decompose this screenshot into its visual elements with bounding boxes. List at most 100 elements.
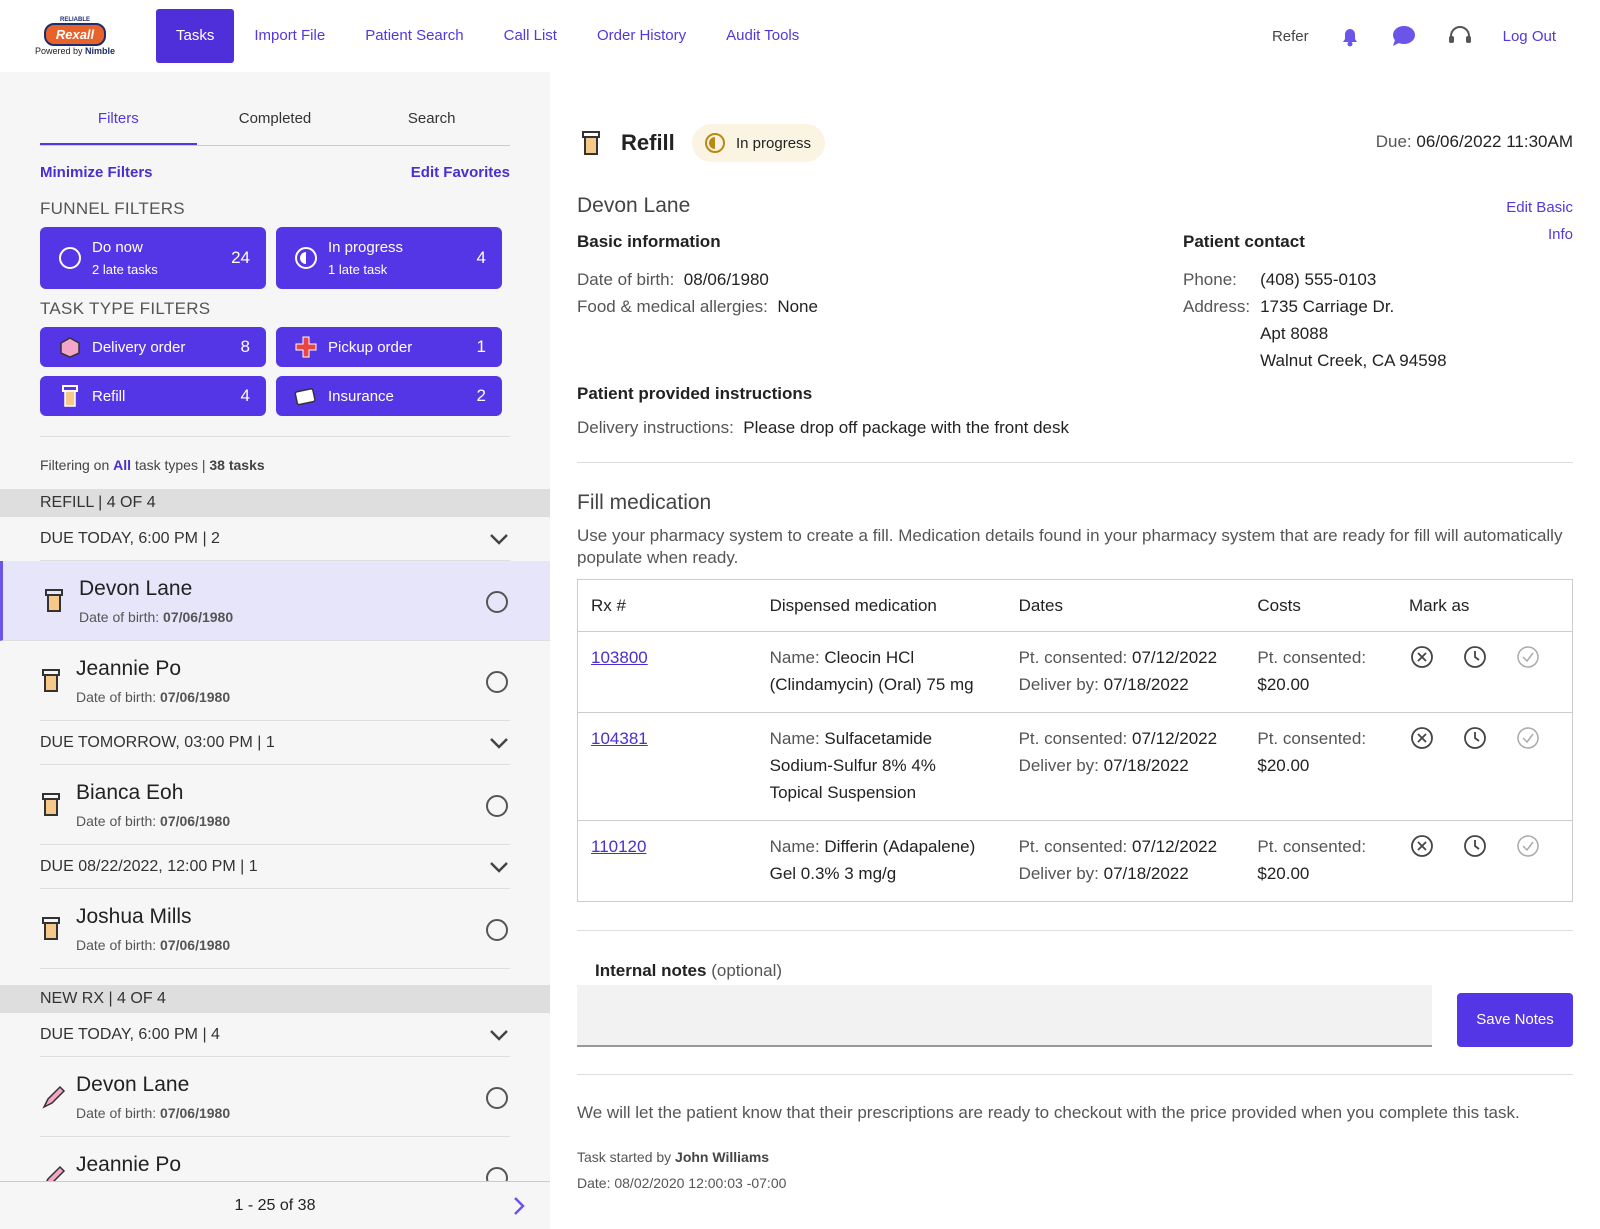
field-label: Address: (1183, 297, 1251, 316)
section-title: DUE TODAY, 6:00 PM | 4 (40, 1025, 220, 1043)
section-header[interactable]: DUE TODAY, 6:00 PM | 4 (40, 1013, 510, 1057)
notes-input[interactable] (577, 985, 1432, 1047)
cost-label: Pt. consented: (1257, 837, 1367, 856)
cost-value: $20.00 (1257, 675, 1310, 694)
refer[interactable]: Refer (1271, 27, 1309, 45)
icon-shape (1517, 727, 1539, 749)
task-type-button[interactable]: Refill 4 (40, 376, 266, 416)
date-label: Pt. consented: (1018, 837, 1128, 856)
item-select[interactable] (484, 1085, 510, 1116)
nav-link[interactable]: Audit Tools (726, 27, 800, 44)
cost-cell: Pt. consented: $20.00 (1244, 713, 1396, 821)
task-item[interactable]: Bianca Eoh Date of birth: 07/06/1980 (40, 765, 510, 845)
support-icon[interactable] (1447, 24, 1473, 48)
icon-shape (486, 591, 508, 613)
task-item[interactable]: Jeannie Po Date of birth: 07/06/1980 (40, 641, 510, 721)
icon-shape (1417, 652, 1427, 662)
icon-shape (42, 1085, 66, 1109)
table-header: Dates (1018, 595, 1063, 615)
mark-cell (1396, 713, 1573, 821)
task-type-button[interactable]: Pickup order 1 (276, 327, 502, 367)
task-detail: Refill In progress Due: 06/06/2022 11:30… (577, 72, 1573, 1191)
rx-number[interactable]: 103800 (591, 648, 648, 667)
dob-value: 07/06/1980 (160, 937, 231, 953)
next-page[interactable] (512, 1196, 526, 1216)
save-notes[interactable]: Save Notes (1457, 993, 1573, 1047)
task-item[interactable]: Devon Lane Date of birth: 07/06/1980 (0, 561, 550, 641)
notes-optional: (optional) (711, 961, 783, 980)
task-item[interactable]: Devon Lane Date of birth: 07/06/1980 (40, 1057, 510, 1137)
task-type-count: 8 (240, 337, 250, 356)
rx-cell: 104381 (578, 713, 757, 821)
icon-shape (490, 1029, 508, 1041)
section-header[interactable]: DUE TOMORROW, 03:00 PM | 1 (40, 721, 510, 765)
rx-number[interactable]: 110120 (591, 837, 647, 856)
funnel-heading: FUNNEL FILTERS (40, 199, 185, 218)
task-type-button[interactable]: Insurance 2 (276, 376, 502, 416)
funnel-button[interactable]: Do now 2 late tasks 24 (40, 227, 266, 289)
notes-label: Internal notes (optional) (595, 961, 782, 981)
sidebar-tab[interactable]: Filters (40, 110, 197, 145)
cost-cell: Pt. consented: $20.00 (1244, 821, 1396, 902)
task-type-button[interactable]: Delivery order 8 (40, 327, 266, 367)
started-label: Task started by (577, 1149, 672, 1165)
group-header: NEW RX | 4 OF 4 (0, 985, 550, 1013)
icon-shape (64, 390, 76, 407)
item-select[interactable] (484, 917, 510, 948)
bell-icon[interactable] (1339, 24, 1361, 48)
delivery-row: Delivery instructions: Please drop off p… (577, 418, 1069, 438)
funnel-button[interactable]: In progress 1 late task 4 (276, 227, 502, 289)
dob-label: Date of birth: (76, 937, 157, 953)
filter-text: task types | (134, 457, 206, 473)
consented-row: Pt. consented: 07/12/2022 (1019, 833, 1232, 860)
med-name: Sulfacetamide Sodium-Sulfur 8% 4% Topica… (769, 729, 936, 802)
section-header[interactable]: DUE TODAY, 6:00 PM | 2 (40, 517, 510, 561)
nav-link[interactable]: Import File (254, 27, 326, 44)
item-dob: Date of birth: 07/06/1980 (76, 1105, 230, 1121)
pagination: 1 - 25 of 38 (0, 1181, 550, 1229)
funnel-label: Do now (92, 239, 143, 256)
sidebar-tab[interactable]: Search (407, 110, 456, 127)
nav-link[interactable]: Order History (596, 27, 687, 44)
type-icon (295, 336, 317, 358)
instructions-heading: Patient provided instructions (577, 384, 813, 403)
footer-info: We will let the patient know that their … (577, 1074, 1573, 1191)
nav-link[interactable]: Tasks (156, 9, 235, 63)
table-header: Dispensed medication (769, 595, 937, 615)
task-type-count: 4 (240, 386, 250, 405)
section-title: DUE 08/22/2022, 12:00 PM | 1 (40, 857, 258, 875)
task-item[interactable]: Joshua Mills Date of birth: 07/06/1980 (40, 889, 510, 969)
edit-favorites[interactable]: Edit Favorites (410, 164, 510, 181)
med-label: Name: (769, 837, 820, 856)
dates-cell: Pt. consented: 07/12/2022 Deliver by: 07/… (1006, 821, 1245, 902)
item-select[interactable] (484, 793, 510, 824)
section-header[interactable]: DUE 08/22/2022, 12:00 PM | 1 (40, 845, 510, 889)
icon-shape (1522, 733, 1534, 744)
item-name: Devon Lane (79, 577, 193, 600)
task-type-heading: TASK TYPE FILTERS (40, 299, 211, 318)
date-line: Date: 08/02/2020 12:00:03 -07:00 (577, 1175, 787, 1191)
icon-shape (1411, 646, 1433, 668)
task-title-row: Refill In progress Due: 06/06/2022 11:30… (577, 72, 1573, 182)
logout[interactable]: Log Out (1502, 27, 1556, 45)
filter-all[interactable]: All (113, 457, 132, 473)
sidebar-tab[interactable]: Completed (238, 110, 312, 127)
dob-label: Date of birth: (79, 609, 160, 625)
item-select[interactable] (484, 589, 510, 620)
funnel-label: In progress (328, 239, 404, 256)
deliver-row: Deliver by: 07/18/2022 (1019, 860, 1232, 887)
fill-text: Use your pharmacy system to create a fil… (577, 526, 1563, 567)
rx-number[interactable]: 104381 (591, 729, 648, 748)
nav-link[interactable]: Patient Search (365, 27, 464, 44)
chat-icon[interactable] (1391, 24, 1417, 48)
minimize-filters[interactable]: Minimize Filters (40, 164, 153, 181)
field-label: Phone: (1183, 270, 1237, 289)
edit-basic-info[interactable]: Edit Basic Info (1506, 199, 1573, 243)
logo-top: RELIABLE (60, 16, 90, 23)
date-label: Deliver by: (1018, 864, 1099, 883)
item-select[interactable] (484, 669, 510, 700)
icon-shape (44, 674, 58, 692)
icon-shape (1474, 651, 1480, 661)
icon-shape (705, 133, 725, 153)
nav-link[interactable]: Call List (503, 27, 557, 44)
